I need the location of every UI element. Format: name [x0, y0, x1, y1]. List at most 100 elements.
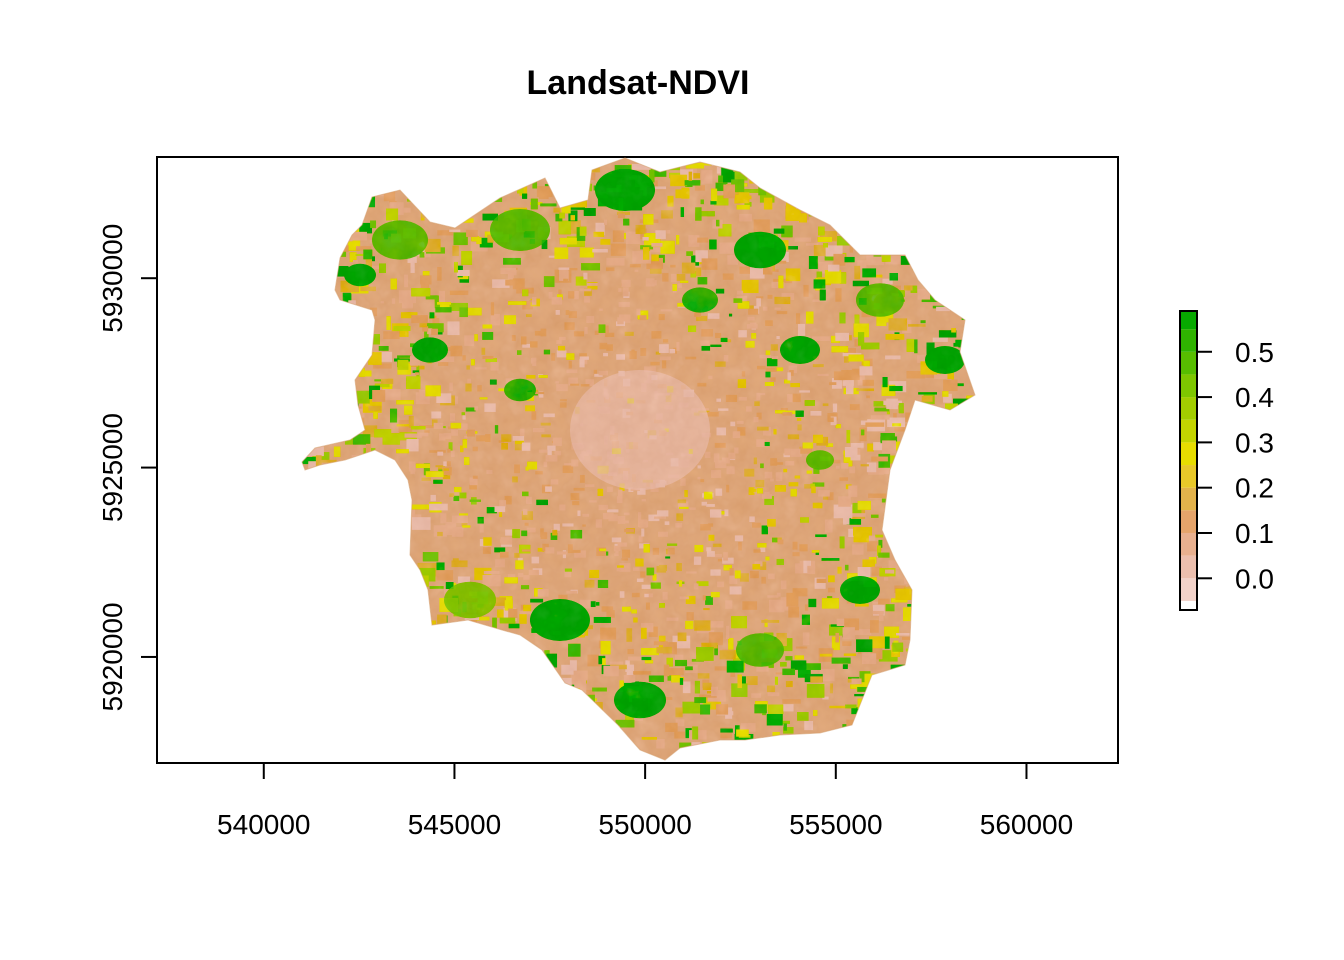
raster-patch	[871, 274, 883, 278]
raster-patch	[459, 741, 466, 746]
raster-patch	[615, 549, 619, 554]
raster-patch	[970, 265, 975, 277]
raster-patch	[370, 620, 382, 630]
raster-patch	[920, 182, 924, 192]
raster-patch	[813, 434, 824, 444]
raster-patch	[522, 301, 533, 310]
raster-patch	[605, 332, 615, 337]
raster-patch	[793, 193, 799, 204]
raster-patch	[623, 675, 636, 683]
raster-patch	[964, 541, 975, 556]
raster-patch	[463, 457, 470, 465]
raster-patch	[736, 290, 744, 295]
raster-patch	[434, 726, 451, 741]
raster-patch	[855, 603, 869, 607]
raster-patch	[393, 325, 411, 331]
raster-patch	[622, 606, 631, 612]
raster-patch	[302, 700, 309, 703]
raster-patch	[348, 476, 362, 489]
raster-patch	[599, 548, 607, 552]
raster-patch	[424, 430, 430, 434]
raster-patch	[895, 632, 910, 636]
raster-patch	[739, 266, 750, 274]
raster-patch	[778, 260, 787, 264]
raster-patch	[523, 749, 542, 760]
raster-patch	[966, 244, 975, 256]
raster-patch	[706, 504, 715, 507]
raster-patch	[575, 276, 587, 286]
raster-patch	[749, 570, 759, 579]
raster-patch	[764, 382, 774, 387]
raster-patch	[839, 736, 856, 747]
raster-patch	[805, 176, 815, 185]
raster-patch	[707, 523, 714, 527]
raster-patch	[947, 595, 952, 600]
raster-patch	[322, 590, 339, 600]
raster-patch	[360, 646, 373, 653]
raster-patch	[368, 600, 383, 607]
raster-patch	[431, 411, 442, 419]
raster-patch	[486, 507, 497, 514]
raster-patch	[944, 598, 949, 608]
colorbar-segment	[1180, 397, 1197, 420]
raster-patch	[462, 629, 474, 639]
raster-patch	[302, 550, 310, 562]
raster-patch	[386, 618, 394, 632]
raster-patch	[618, 301, 630, 308]
raster-patch	[918, 727, 923, 739]
raster-patch	[921, 395, 933, 402]
colorbar-segment	[1180, 510, 1197, 533]
raster-patch	[337, 186, 346, 190]
raster-patch	[955, 339, 965, 347]
raster-patch	[846, 719, 863, 731]
raster-patch	[848, 230, 864, 235]
raster-patch	[655, 351, 661, 355]
raster-patch	[485, 434, 491, 442]
raster-patch	[925, 372, 939, 378]
raster-patch	[362, 729, 373, 744]
raster-patch	[812, 208, 821, 215]
raster-patch	[538, 193, 549, 199]
raster-patch	[821, 558, 840, 561]
raster-patch	[340, 552, 352, 564]
raster-patch	[422, 552, 439, 562]
raster-patch	[425, 471, 444, 478]
raster-patch	[500, 267, 516, 275]
raster-patch	[935, 575, 951, 590]
raster-patch	[817, 734, 832, 739]
raster-patch	[531, 725, 539, 733]
raster-patch	[971, 221, 975, 224]
raster-patch	[756, 394, 761, 401]
raster-patch	[693, 583, 699, 590]
raster-patch	[879, 223, 895, 232]
raster-patch	[348, 364, 356, 373]
raster-patch	[395, 714, 401, 728]
raster-patch	[425, 323, 444, 333]
raster-patch	[880, 433, 895, 444]
raster-patch	[488, 666, 497, 679]
raster-patch	[397, 507, 416, 519]
raster-patch	[532, 683, 538, 690]
raster-patch	[892, 642, 904, 652]
raster-patch	[760, 463, 764, 469]
raster-patch	[435, 307, 452, 313]
raster-patch	[417, 693, 433, 700]
raster-patch	[976, 501, 989, 513]
raster-patch	[896, 550, 902, 564]
raster-patch	[408, 461, 416, 472]
raster-patch	[629, 264, 641, 268]
raster-patch	[365, 539, 370, 548]
raster-patch	[881, 498, 898, 503]
raster-patch	[877, 545, 881, 556]
raster-patch	[882, 278, 893, 285]
raster-patch	[746, 676, 758, 686]
raster-patch	[889, 385, 903, 392]
raster-patch	[958, 435, 969, 446]
raster-patch	[655, 230, 666, 239]
raster-patch	[787, 434, 800, 440]
raster-patch	[577, 510, 581, 517]
raster-patch	[484, 403, 496, 412]
raster-patch	[406, 657, 425, 667]
raster-patch	[905, 678, 924, 691]
raster-patch	[716, 166, 721, 174]
